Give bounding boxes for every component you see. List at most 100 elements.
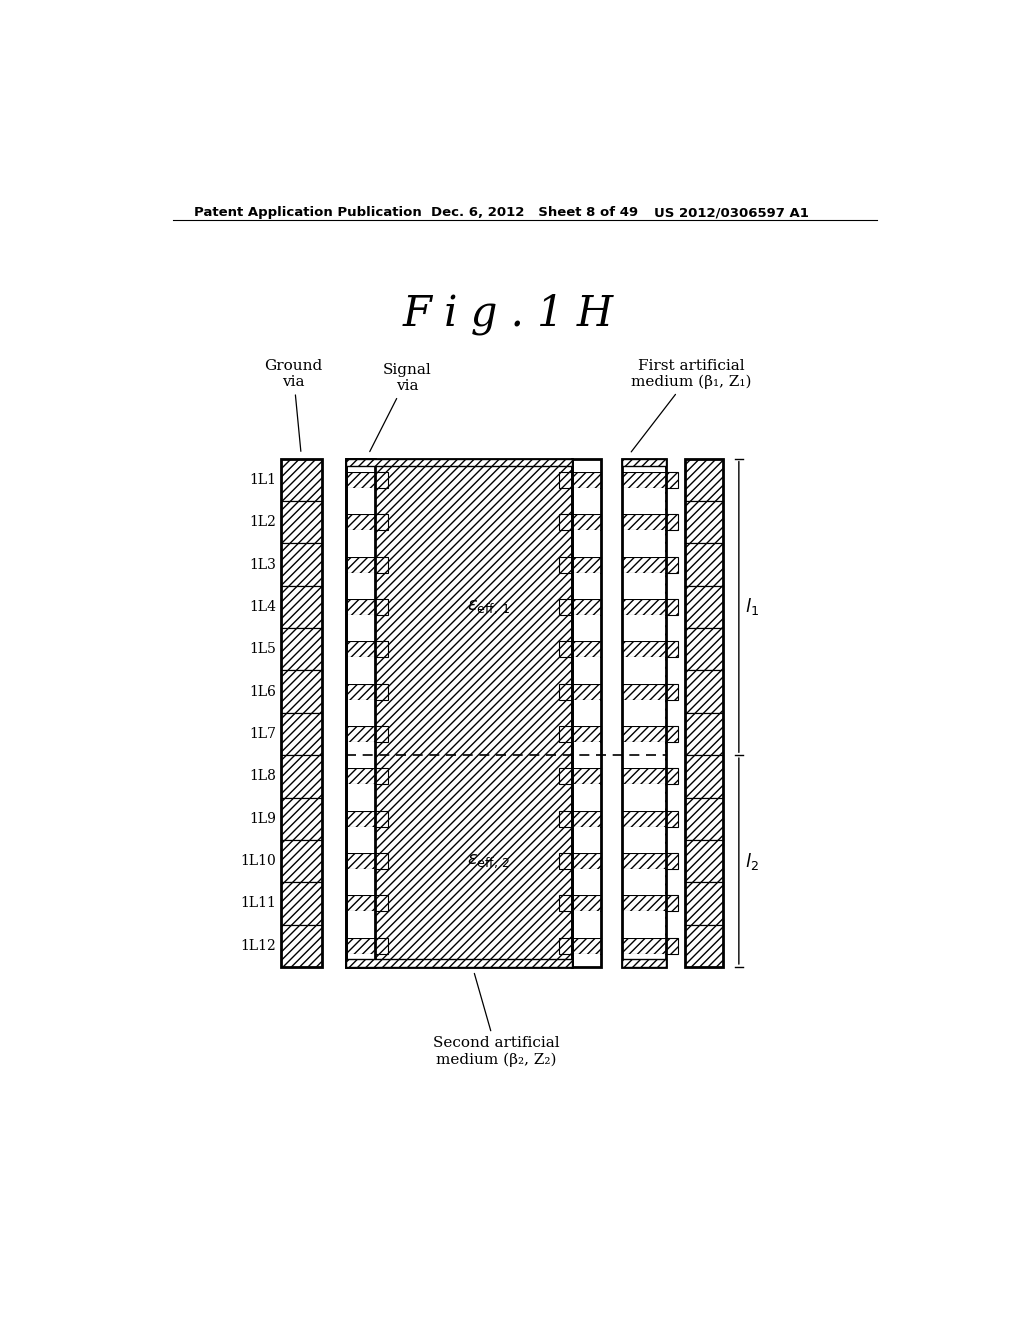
Bar [347,531,375,544]
Text: Dec. 6, 2012   Sheet 8 of 49: Dec. 6, 2012 Sheet 8 of 49 [431,206,638,219]
Bar [685,840,724,882]
Bar [572,502,600,515]
Bar [623,544,665,557]
Text: 1L6: 1L6 [249,685,276,698]
Bar [346,937,388,954]
Bar [623,954,665,966]
Text: 1L1: 1L1 [249,473,276,487]
Bar [623,573,665,586]
Bar [347,882,375,895]
Bar [622,895,678,911]
Bar [623,628,665,642]
Bar [347,488,375,502]
Bar [623,826,665,840]
Bar [622,853,678,869]
Bar [623,657,665,671]
Bar [281,924,322,966]
Bar [685,544,724,586]
Bar [622,937,678,954]
Bar [347,797,375,810]
Bar [622,557,678,573]
Bar [685,924,724,966]
Bar [346,459,571,466]
Bar [347,869,375,882]
Bar [572,869,600,882]
Bar [622,459,666,966]
Text: US 2012/0306597 A1: US 2012/0306597 A1 [654,206,809,219]
Bar [622,459,666,966]
Text: F i g . 1 H: F i g . 1 H [402,293,613,335]
Text: 1L3: 1L3 [249,557,276,572]
Bar [572,488,600,502]
Bar [572,755,600,768]
Bar [281,459,322,966]
Text: $\varepsilon_{\rm eff,\,2}$: $\varepsilon_{\rm eff,\,2}$ [467,851,511,870]
Text: 1L12: 1L12 [241,939,276,953]
Text: 1L11: 1L11 [241,896,276,911]
Bar [346,459,571,966]
Bar [346,642,388,657]
Bar [685,459,724,502]
Text: 1L2: 1L2 [249,515,276,529]
Text: 1L9: 1L9 [249,812,276,826]
Bar [347,954,375,966]
Bar [347,657,375,671]
Bar [346,459,571,966]
Bar [572,826,600,840]
Bar [347,502,375,515]
Text: $\varepsilon_{\rm eff,\,1}$: $\varepsilon_{\rm eff,\,1}$ [467,598,511,616]
Bar [572,954,600,966]
Bar [623,869,665,882]
Bar [572,882,600,895]
Bar [346,853,388,869]
Bar [346,515,388,531]
Bar [622,471,678,488]
Bar [559,515,601,531]
Bar [622,599,678,615]
Bar [685,713,724,755]
Bar [623,488,665,502]
Bar [572,615,600,628]
Bar [347,573,375,586]
Bar [623,924,665,937]
Bar [572,911,600,924]
Bar [346,684,388,700]
Bar [623,797,665,810]
Bar [572,784,600,797]
Bar [623,713,665,726]
Bar [346,557,388,573]
Bar [685,502,724,544]
Bar [623,502,665,515]
Bar [623,882,665,895]
Bar [572,700,600,713]
Bar [559,937,601,954]
Bar [685,628,724,671]
Bar [346,459,376,966]
Bar [622,768,678,784]
Bar [572,531,600,544]
Bar [622,515,678,531]
Bar [347,755,375,768]
Bar [572,573,600,586]
Text: 1L4: 1L4 [249,599,276,614]
Bar [685,671,724,713]
Bar [572,797,600,810]
Bar [347,840,375,853]
Text: First artificial
medium (β₁, Z₁): First artificial medium (β₁, Z₁) [631,359,752,451]
Bar [347,784,375,797]
Bar [281,671,322,713]
Bar [622,810,678,826]
Bar [685,797,724,840]
Bar [281,882,322,924]
Bar [559,599,601,615]
Bar [347,713,375,726]
Bar [346,726,388,742]
Bar [623,840,665,853]
Bar [347,671,375,684]
Bar [623,784,665,797]
Bar [685,459,724,966]
Text: 1L7: 1L7 [249,727,276,741]
Bar [622,459,666,466]
Bar [623,586,665,599]
Text: $l_1$: $l_1$ [745,597,759,618]
